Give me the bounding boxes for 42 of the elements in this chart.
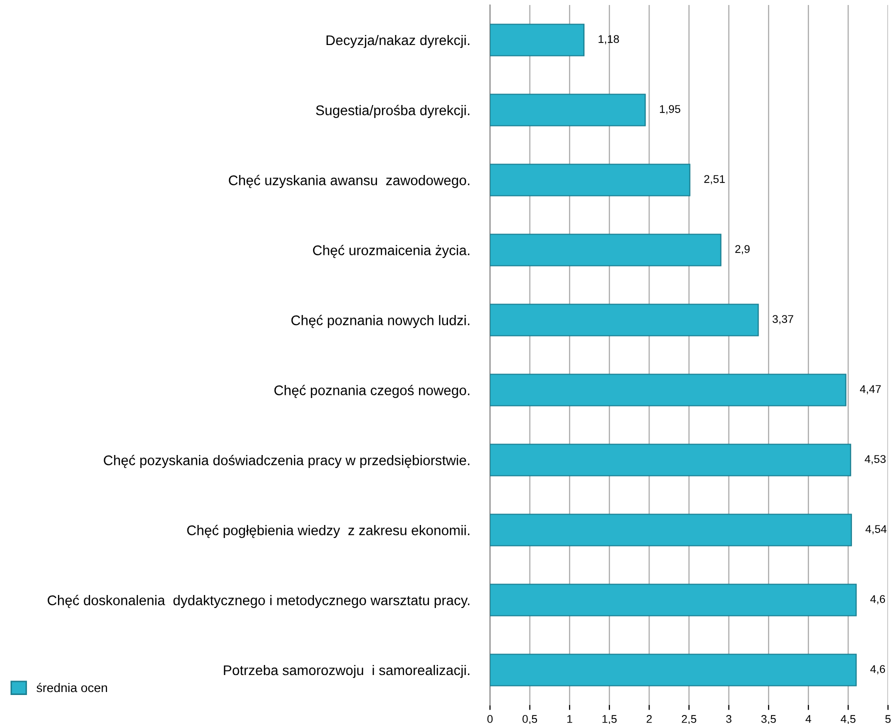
- x-tick-label: 2,5: [682, 715, 696, 724]
- y-tick-label: Chęć pozyskania doświadczenia pracy w przedsiębiorstwie.: [104, 454, 470, 468]
- y-tick-label: Decyzja/nakaz dyrekcji.: [326, 34, 470, 48]
- bar: [490, 584, 857, 616]
- legend-label: średnia ocen: [36, 682, 108, 692]
- x-tick-label: 1: [567, 715, 572, 723]
- y-tick-label: Sugestia/prośba dyrekcji.: [316, 104, 470, 118]
- data-label: 4,6: [870, 595, 886, 604]
- data-label: 2,9: [735, 245, 750, 254]
- x-tick-label: 0,5: [522, 715, 538, 724]
- bar: [490, 164, 690, 196]
- y-tick-label: Potrzeba samorozwoju i samorealizacji.: [224, 664, 470, 678]
- y-tick-label: Chęć pogłębienia wiedzy z zakresu ekonomii.: [187, 524, 470, 538]
- bar: [490, 24, 584, 56]
- x-tick-label: 3,5: [761, 715, 776, 724]
- y-tick-label: Chęć doskonalenia dydaktycznego i metodycznego warsztatu pracy.: [48, 594, 470, 608]
- data-label: 1,95: [660, 105, 680, 114]
- y-tick-label: Chęć poznania czegoś nowego.: [274, 384, 470, 398]
- data-label: 1,18: [598, 35, 619, 44]
- data-label: 4,54: [866, 525, 887, 534]
- x-tick-label: 5: [885, 715, 891, 723]
- bar: [490, 444, 852, 476]
- data-label: 3,37: [772, 315, 794, 324]
- data-label: 4,6: [870, 665, 886, 674]
- data-label: 4,47: [860, 385, 881, 394]
- x-tick-label: 1,5: [602, 715, 617, 724]
- x-tick-label: 0: [487, 715, 493, 723]
- y-tick-label: Chęć urozmaicenia życia.: [313, 244, 470, 258]
- bar: [490, 304, 759, 336]
- x-tick-label: 3: [726, 715, 732, 723]
- x-tick-label: 4: [806, 715, 812, 723]
- data-label: 2,51: [704, 175, 725, 184]
- x-tick-label: 4,5: [840, 715, 856, 724]
- data-label: 4,53: [864, 455, 886, 464]
- bar: [490, 374, 846, 406]
- bar: [490, 514, 852, 546]
- x-tick-label: 2: [646, 715, 652, 723]
- bar: [490, 654, 857, 686]
- bar: [490, 234, 722, 266]
- y-tick-label: Chęć uzyskania awansu zawodowego.: [228, 174, 470, 188]
- bar: [490, 94, 646, 126]
- y-tick-label: Chęć poznania nowych ludzi.: [291, 314, 470, 328]
